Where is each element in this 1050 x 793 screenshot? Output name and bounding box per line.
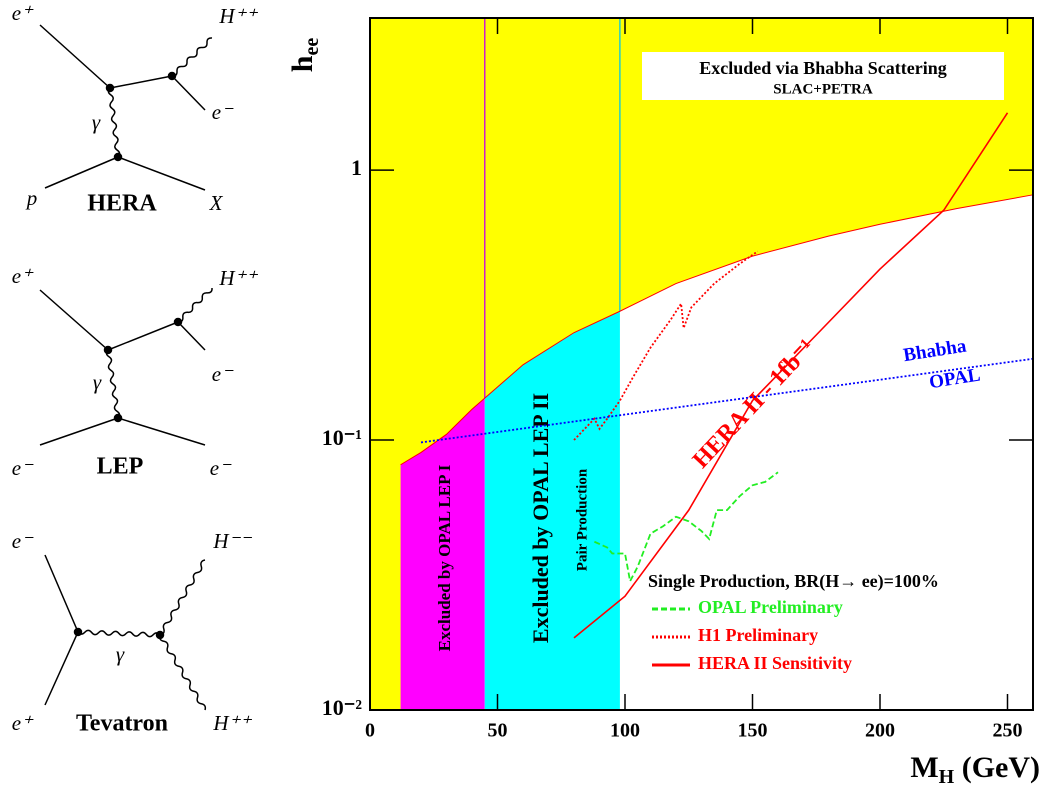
vertex [173, 317, 183, 327]
boson-line [159, 559, 206, 636]
boson-line [105, 349, 121, 419]
region-sublabel: Pair Production [574, 468, 590, 571]
diagram-label: e⁻ [12, 456, 34, 480]
x-axis-title-main: M [910, 751, 938, 784]
fermion-line [107, 321, 179, 351]
diagram-label: e⁺ [12, 264, 34, 288]
excluded-region [400, 398, 485, 710]
boson-line [171, 37, 213, 77]
x-axis-title: MH (GeV) [910, 751, 1040, 788]
x-tick-label: 200 [865, 720, 895, 742]
x-axis-title-rest: (GeV) [954, 751, 1040, 784]
diagram-label: e⁻ [212, 362, 234, 386]
diagram-label: H⁺⁺ [212, 711, 252, 735]
legend-label: HERA II Sensitivity [698, 653, 852, 673]
feynman-diagrams [39, 24, 213, 711]
diagram-label: Tevatron [76, 711, 168, 737]
y-axis-title-main: h [286, 55, 319, 72]
diagram-label: p [25, 186, 38, 210]
fermion-line [44, 554, 79, 633]
diagram-label: X [209, 191, 224, 215]
legend-label: OPAL Preliminary [698, 597, 843, 617]
annotation: Excluded via Bhabha Scattering [699, 58, 947, 78]
vertex [103, 345, 113, 355]
diagram-label: HERA [87, 191, 157, 217]
legend-title: Single Production, BR(H→ ee)=100% [648, 571, 939, 592]
boson-line [158, 634, 207, 711]
vertex [105, 83, 115, 93]
fermion-line [44, 631, 79, 706]
vertex [113, 413, 123, 423]
series-line [420, 357, 1034, 444]
y-tick-label: 10⁻¹ [322, 425, 362, 450]
fermion-line [177, 321, 206, 351]
diagram-label: LEP [97, 454, 144, 480]
boson-line [77, 629, 161, 638]
diagram-label: γ [92, 110, 101, 134]
x-tick-label: 0 [365, 720, 375, 742]
plot-frame [369, 17, 1034, 711]
x-tick-label: 100 [610, 720, 640, 742]
diagram-label: e⁻ [212, 100, 234, 124]
vertex [113, 152, 123, 162]
fermion-line [117, 417, 206, 446]
diagram-label: H⁺⁺ [218, 4, 258, 28]
y-axis-title-sub: ee [301, 38, 323, 56]
legend-label: H1 Preliminary [698, 625, 818, 645]
fermion-line [44, 156, 119, 189]
diagram-label: γ [93, 370, 102, 394]
region-label: Excluded by OPAL LEP I [435, 464, 454, 651]
x-tick-label: 250 [993, 720, 1023, 742]
x-tick-label: 150 [738, 720, 768, 742]
boson-line [177, 287, 213, 323]
series-line [573, 250, 759, 441]
series-line [573, 112, 1009, 639]
y-axis-title: hee [286, 38, 323, 73]
diagram-label: e⁻ [210, 456, 232, 480]
annotation: SLAC+PETRA [773, 81, 873, 97]
fermion-line [109, 75, 173, 89]
diagram-label: e⁺ [12, 1, 34, 25]
diagram-label: e⁻ [12, 529, 34, 553]
diagram-label: γ [116, 642, 125, 666]
region-label: Excluded by OPAL LEP II [528, 393, 553, 643]
diagram-label: H⁺⁺ [218, 266, 258, 290]
x-axis-title-sub: H [939, 766, 955, 788]
y-tick-label: 1 [351, 155, 362, 180]
boson-line [107, 87, 121, 158]
boundary-curve [400, 194, 1034, 466]
fermion-line [39, 417, 119, 446]
fermion-line [39, 289, 109, 351]
vertex [155, 630, 165, 640]
fermion-line [171, 75, 206, 111]
x-tick-label: 50 [488, 720, 508, 742]
plot: Excluded by OPAL LEP I Excluded by OPAL L… [286, 17, 1040, 788]
vertex [167, 71, 177, 81]
excluded-region [484, 311, 620, 710]
y-tick-label: 10⁻² [322, 695, 363, 720]
diagram-label: e⁺ [12, 711, 34, 735]
annotation-box [642, 52, 1004, 100]
vertex [73, 627, 83, 637]
diagram-label: H⁻⁻ [212, 529, 252, 553]
fermion-line [117, 156, 206, 191]
fermion-line [39, 24, 111, 89]
series-line [594, 471, 779, 584]
